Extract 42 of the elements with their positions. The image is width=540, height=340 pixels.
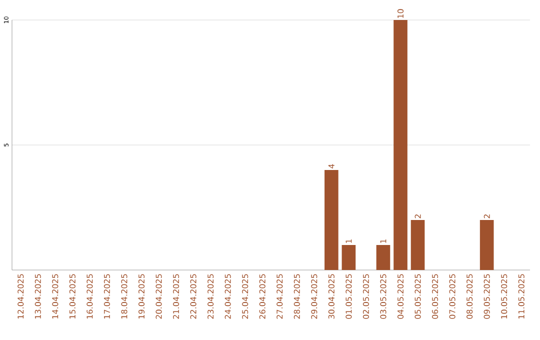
x-tick-label: 19.04.2025: [138, 274, 145, 318]
bar: [324, 170, 338, 270]
x-tick-label: 23.04.2025: [208, 274, 214, 319]
data-label: 4: [328, 164, 334, 168]
bar: [342, 245, 356, 270]
x-tick-label: 06.05.2025: [432, 274, 438, 319]
x-tick-label: 18.04.2025: [121, 274, 128, 318]
x-tick-label: 30.04.2025: [328, 274, 334, 319]
x-tick-label: 16.04.2025: [86, 274, 93, 318]
x-tick-label: 28.04.2025: [294, 274, 300, 319]
data-label: 2: [414, 214, 421, 218]
x-tick-label: 15.04.2025: [69, 274, 76, 318]
data-label: 1: [346, 239, 352, 243]
x-tick-label: 09.05.2025: [484, 274, 490, 319]
bar: [376, 245, 390, 270]
x-tick-label: 21.04.2025: [173, 274, 180, 319]
x-tick-label: 03.05.2025: [380, 274, 386, 319]
x-tick-label: 10.05.2025: [501, 274, 508, 318]
x-tick-label: 25.04.2025: [242, 274, 248, 319]
x-tick-label: 24.04.2025: [224, 274, 231, 319]
x-tick-label: 17.04.2025: [104, 274, 110, 318]
bar: [410, 220, 425, 270]
x-tick-label: 05.05.2025: [414, 274, 421, 319]
x-tick-label: 29.04.2025: [311, 274, 318, 319]
x-tick-label: 26.04.2025: [259, 274, 266, 319]
x-tick-label: 01.05.2025: [346, 274, 352, 319]
x-tick-label: 02.05.2025: [362, 274, 369, 319]
x-tick-label: 20.04.2025: [156, 274, 162, 319]
bar: [480, 220, 494, 270]
x-tick-label: 22.04.2025: [190, 274, 196, 319]
x-tick-label: 27.04.2025: [276, 274, 283, 319]
x-tick-label: 04.05.2025: [397, 274, 404, 319]
x-tick-label: 11.05.2025: [518, 274, 524, 318]
data-label: 2: [484, 214, 490, 218]
x-tick-label: 08.05.2025: [466, 274, 473, 319]
data-label: 1: [380, 239, 386, 243]
x-tick-label: 13.04.2025: [34, 274, 41, 318]
bar: [394, 20, 408, 270]
data-label: 10: [397, 9, 404, 18]
x-tick-label: 14.04.2025: [52, 274, 58, 318]
x-tick-label: 12.04.2025: [18, 274, 24, 318]
x-tick-label: 07.05.2025: [449, 274, 456, 319]
